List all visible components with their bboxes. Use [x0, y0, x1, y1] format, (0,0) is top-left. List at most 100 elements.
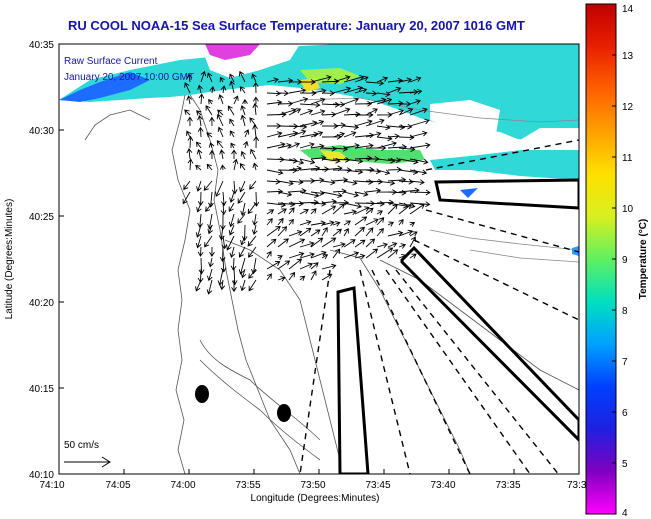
- current-vector-arrow: [195, 164, 202, 171]
- current-vector-arrow: [310, 270, 317, 281]
- current-vector-arrow: [220, 164, 226, 171]
- colorbar-ticks: 14 13 12 11 10 9 8 7 6 5 4: [612, 3, 634, 519]
- current-vector-arrow: [387, 100, 404, 107]
- current-vector-arrow: [217, 109, 224, 116]
- current-vector-arrow: [221, 235, 228, 250]
- current-vector-arrow: [398, 108, 414, 116]
- current-vector-arrow: [354, 191, 369, 197]
- current-vector-arrow: [299, 142, 315, 149]
- current-vector-arrow: [354, 239, 366, 248]
- current-vector-arrow: [332, 146, 349, 152]
- x-tick-label: 74:10: [39, 480, 64, 491]
- current-vector-arrow: [343, 97, 359, 105]
- colorbar-tick-label: 5: [622, 459, 628, 470]
- x-tick-label: 74:00: [170, 480, 195, 491]
- current-vector-arrow: [299, 227, 312, 237]
- current-vector-arrow: [398, 77, 413, 84]
- current-vector-arrow: [376, 76, 389, 83]
- current-vector-arrow: [226, 235, 235, 251]
- current-vector-arrow: [387, 108, 404, 116]
- current-vector-arrow: [240, 150, 246, 160]
- current-vector-arrow: [288, 129, 307, 138]
- colorbar-tick-label: 13: [622, 51, 634, 62]
- current-vector-arrow: [288, 258, 303, 270]
- current-vector-arrow: [244, 129, 250, 138]
- current-vector-arrow: [219, 76, 225, 83]
- current-vector-arrow: [321, 263, 337, 270]
- current-vector-arrow: [288, 238, 306, 248]
- current-vector-arrow: [203, 180, 213, 191]
- current-vector-arrow: [409, 158, 429, 165]
- current-vector-arrow: [250, 148, 257, 160]
- current-vector-arrow: [219, 246, 226, 263]
- current-vector-arrow: [277, 226, 288, 237]
- y-axis: 40:35 40:30 40:25 40:20 40:15 40:10 Lati…: [4, 40, 64, 481]
- current-vector-arrow: [310, 131, 324, 138]
- current-vector-arrow: [248, 246, 257, 258]
- sst-patch-yellow-mid: [320, 150, 350, 162]
- current-vector-arrow: [197, 126, 204, 138]
- current-vector-arrow: [387, 133, 400, 140]
- overlay-line-2: January 20, 2007 10:00 GMT: [64, 72, 194, 83]
- current-vector-arrow: [228, 213, 235, 228]
- current-vector-arrow: [376, 141, 397, 149]
- current-vector-arrow: [398, 218, 404, 226]
- x-tick-label: 74:05: [105, 480, 130, 491]
- current-vector-arrow: [332, 248, 341, 259]
- current-vector-arrow: [398, 229, 414, 237]
- current-vector-arrow: [332, 242, 346, 248]
- current-vector-arrow: [208, 142, 215, 149]
- current-vector-arrow: [409, 179, 425, 186]
- current-vector-arrow: [398, 243, 407, 249]
- current-vector-arrow: [208, 257, 214, 268]
- current-vector-arrow: [227, 105, 235, 116]
- current-vector-arrow: [354, 226, 365, 237]
- current-vector-arrow: [266, 226, 281, 237]
- map-plot-area: [59, 44, 579, 474]
- current-vector-arrow: [409, 231, 418, 237]
- current-vector-arrow: [231, 268, 238, 286]
- colorbar-tick-label: 12: [622, 102, 634, 113]
- current-vector-arrow: [197, 213, 204, 229]
- current-vector-arrow: [266, 217, 273, 226]
- current-vector-arrow: [343, 179, 358, 186]
- current-vector-arrow: [343, 202, 362, 209]
- current-vector-arrow: [321, 237, 337, 248]
- current-vector-arrow: [288, 251, 305, 259]
- current-vector-arrow: [215, 180, 224, 197]
- current-vector-arrow: [354, 87, 368, 94]
- current-vector-arrow: [321, 191, 343, 199]
- colorbar-tick-label: 7: [622, 357, 628, 368]
- current-vector-arrow: [277, 90, 290, 97]
- colorbar-tick-label: 6: [622, 408, 628, 419]
- current-vector-arrow: [252, 81, 259, 94]
- station-marker: [195, 385, 209, 403]
- current-vector-arrow: [186, 95, 192, 105]
- current-vector-arrow: [365, 248, 379, 259]
- current-vector-arrow: [186, 73, 193, 83]
- current-vector-arrow: [253, 135, 260, 149]
- current-vector-arrow: [376, 210, 383, 216]
- current-vector-arrow: [277, 255, 283, 261]
- colorbar-tick-label: 9: [622, 255, 628, 266]
- current-vector-arrow: [376, 91, 391, 98]
- current-vector-arrow: [266, 238, 277, 248]
- current-vector-arrow: [206, 132, 213, 138]
- current-vector-arrow: [354, 155, 373, 162]
- current-vector-arrow: [288, 271, 296, 281]
- current-vector-arrow: [387, 221, 394, 227]
- current-vector-arrow: [376, 242, 388, 249]
- current-vector-arrow: [343, 239, 356, 248]
- current-vector-arrow: [409, 253, 417, 259]
- colorbar-tick-label: 11: [622, 153, 633, 164]
- current-vector-arrow: [209, 116, 215, 127]
- current-vector-arrow: [237, 213, 246, 224]
- current-vector-arrow: [332, 131, 346, 138]
- current-vector-arrow: [409, 76, 422, 83]
- current-vector-arrow: [387, 249, 399, 259]
- x-axis: 74:10 74:05 74:00 73:55 73:50 73:45 73:4…: [39, 469, 592, 504]
- current-vector-arrow: [376, 169, 391, 176]
- y-tick-label: 40:35: [29, 40, 54, 51]
- current-vector-arrow: [218, 94, 224, 105]
